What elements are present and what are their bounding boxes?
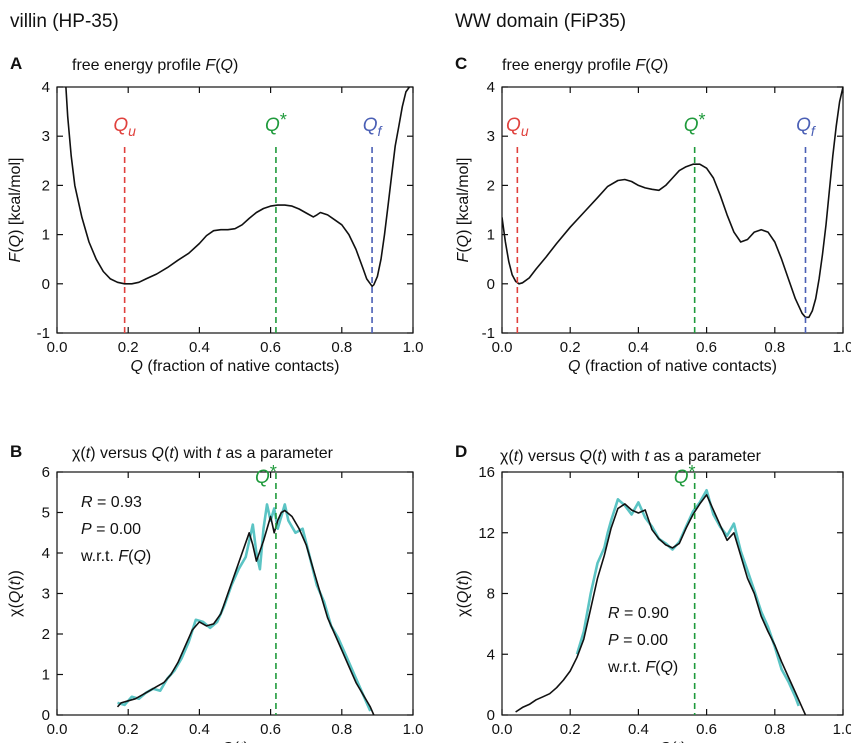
- column-title-right: WW domain (FiP35): [455, 11, 626, 32]
- y-tick-label: 0: [42, 276, 50, 293]
- annotation-line: P = 0.00: [608, 632, 668, 649]
- y-axis-label: χ(Q(t)): [7, 570, 24, 617]
- panel-title: free energy profile F(Q): [502, 57, 668, 74]
- y-axis-label: F(Q) [kcal/mol]: [455, 158, 472, 263]
- x-tick-label: 1.0: [403, 721, 424, 738]
- y-tick-label: 3: [487, 128, 495, 145]
- panel-letter-c: C: [455, 54, 467, 73]
- y-tick-label: 2: [42, 626, 50, 643]
- y-tick-label: 3: [42, 586, 50, 603]
- marker-label: Q*: [255, 462, 277, 488]
- x-axis-label: Q (fraction of native contacts): [131, 358, 340, 375]
- plot-area: [515, 488, 807, 715]
- plot-frame: [56, 86, 414, 334]
- panel-letter-d: D: [455, 442, 467, 461]
- marker-label: Q*: [684, 110, 706, 136]
- x-tick-label: 0.8: [764, 721, 785, 738]
- x-tick-label: 0.6: [696, 721, 717, 738]
- y-tick-label: -1: [482, 325, 495, 342]
- x-tick-label: 0.6: [260, 339, 281, 356]
- y-tick-label: 1: [42, 667, 50, 684]
- x-tick-label: 0.2: [118, 339, 139, 356]
- y-tick-label: 12: [478, 525, 495, 542]
- x-tick-label: 0.2: [560, 339, 581, 356]
- x-axis-label: Q(t): [221, 740, 249, 743]
- y-tick-label: 6: [42, 464, 50, 481]
- x-tick-label: 0.0: [47, 339, 68, 356]
- marker-label: Q*: [265, 110, 287, 136]
- y-tick-label: 1: [487, 227, 495, 244]
- plot-frame: [501, 471, 844, 716]
- annotation-line: P = 0.00: [81, 521, 141, 538]
- annotation-line: w.r.t. F(Q): [607, 659, 678, 676]
- x-tick-label: 0.4: [628, 721, 649, 738]
- plot-area: [65, 87, 411, 288]
- x-tick-label: 1.0: [833, 339, 851, 356]
- marker-label: Qu: [506, 115, 529, 139]
- x-tick-label: 0.0: [492, 339, 513, 356]
- series-line: [116, 509, 375, 715]
- x-tick-label: 0.6: [696, 339, 717, 356]
- marker-label: Q*: [674, 462, 696, 488]
- x-tick-label: 1.0: [403, 339, 424, 356]
- y-tick-label: 2: [42, 177, 50, 194]
- y-tick-label: 4: [487, 646, 495, 663]
- plot-area: [502, 87, 843, 319]
- annotation-line: w.r.t. F(Q): [80, 548, 151, 565]
- x-tick-label: 0.4: [189, 339, 210, 356]
- annotation-line: R = 0.93: [81, 494, 142, 511]
- y-axis-label: χ(Q(t)): [455, 570, 472, 617]
- column-title-left: villin (HP-35): [10, 11, 119, 32]
- x-tick-label: 0.0: [47, 721, 68, 738]
- x-tick-label: 0.6: [260, 721, 281, 738]
- panel-letter-b: B: [10, 442, 22, 461]
- series-line: [515, 494, 807, 715]
- x-tick-label: 0.8: [331, 339, 352, 356]
- y-tick-label: 4: [42, 545, 50, 562]
- y-tick-label: 0: [42, 707, 50, 724]
- panel-title: free energy profile F(Q): [72, 57, 238, 74]
- series-line: [502, 87, 843, 319]
- plot-frame: [501, 86, 844, 334]
- y-axis-label: F(Q) [kcal/mol]: [7, 158, 24, 263]
- x-tick-label: 0.2: [560, 721, 581, 738]
- panel-title: χ(t) versus Q(t) with t as a parameter: [72, 445, 334, 462]
- x-tick-label: 0.2: [118, 721, 139, 738]
- panel-letter-a: A: [10, 54, 22, 73]
- annotation-line: R = 0.90: [608, 605, 669, 622]
- series-line: [65, 87, 411, 288]
- y-tick-label: 16: [478, 464, 495, 481]
- y-tick-label: -1: [37, 325, 50, 342]
- marker-label: Qf: [363, 115, 384, 139]
- x-tick-label: 0.4: [189, 721, 210, 738]
- x-tick-label: 0.0: [492, 721, 513, 738]
- panel-title: χ(t) versus Q(t) with t as a parameter: [500, 448, 762, 465]
- series-line-secondary: [117, 503, 372, 712]
- marker-label: Qu: [113, 115, 136, 139]
- marker-label: Qf: [796, 115, 817, 139]
- x-tick-label: 0.8: [331, 721, 352, 738]
- y-tick-label: 3: [42, 128, 50, 145]
- y-tick-label: 8: [487, 586, 495, 603]
- y-tick-label: 4: [42, 79, 50, 96]
- y-tick-label: 5: [42, 505, 50, 522]
- y-tick-label: 2: [487, 177, 495, 194]
- x-axis-label: Q (fraction of native contacts): [568, 358, 777, 375]
- y-tick-label: 1: [42, 227, 50, 244]
- x-tick-label: 0.8: [764, 339, 785, 356]
- y-tick-label: 0: [487, 276, 495, 293]
- plot-area: [116, 503, 375, 715]
- x-axis-label: Q(t): [659, 740, 687, 743]
- y-tick-label: 0: [487, 707, 495, 724]
- x-tick-label: 0.4: [628, 339, 649, 356]
- y-tick-label: 4: [487, 79, 495, 96]
- x-tick-label: 1.0: [833, 721, 851, 738]
